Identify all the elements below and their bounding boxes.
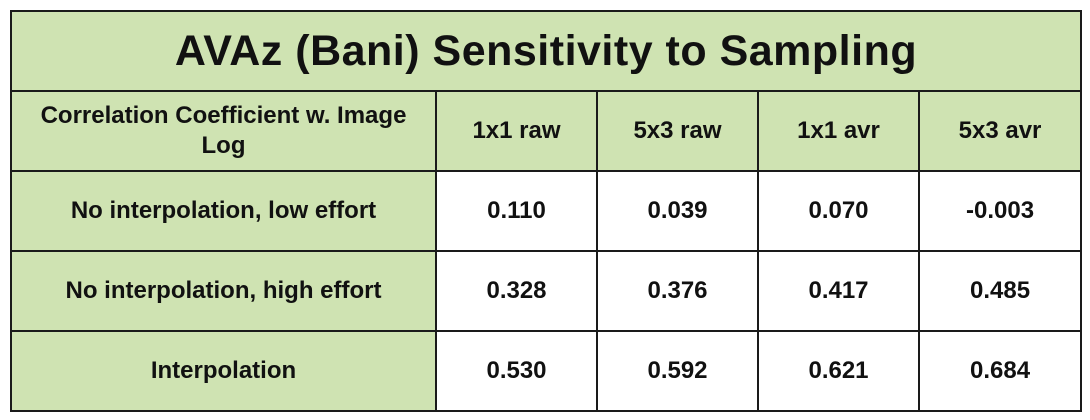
header-row: Correlation Coefficient w. Image Log 1x1… [10,90,1083,172]
table-cell: 0.328 [435,250,598,332]
table-cell: 0.684 [917,330,1083,412]
row-label: Interpolation [10,330,437,412]
sensitivity-table-container: AVAz (Bani) Sensitivity to Sampling Corr… [9,10,1083,412]
table-cell: -0.003 [917,170,1083,252]
sensitivity-table: AVAz (Bani) Sensitivity to Sampling Corr… [9,10,1083,412]
column-header-5x3-raw: 5x3 raw [596,90,759,172]
table-row: No interpolation, high effort 0.328 0.37… [10,250,1083,332]
row-label: No interpolation, low effort [10,170,437,252]
table-cell: 0.621 [757,330,920,412]
table-cell: 0.592 [596,330,759,412]
table-cell: 0.110 [435,170,598,252]
column-header-5x3-avr: 5x3 avr [917,90,1083,172]
table-cell: 0.530 [435,330,598,412]
corner-header: Correlation Coefficient w. Image Log [10,90,437,172]
row-label: No interpolation, high effort [10,250,437,332]
table-cell: 0.417 [757,250,920,332]
table-cell: 0.376 [596,250,759,332]
column-header-1x1-avr: 1x1 avr [757,90,920,172]
table-row: Interpolation 0.530 0.592 0.621 0.684 [10,330,1083,412]
table-title: AVAz (Bani) Sensitivity to Sampling [9,10,1083,92]
table-cell: 0.039 [596,170,759,252]
title-row: AVAz (Bani) Sensitivity to Sampling [9,10,1083,92]
column-header-1x1-raw: 1x1 raw [435,90,598,172]
table-cell: 0.485 [917,250,1083,332]
table-cell: 0.070 [757,170,920,252]
table-row: No interpolation, low effort 0.110 0.039… [10,170,1083,252]
